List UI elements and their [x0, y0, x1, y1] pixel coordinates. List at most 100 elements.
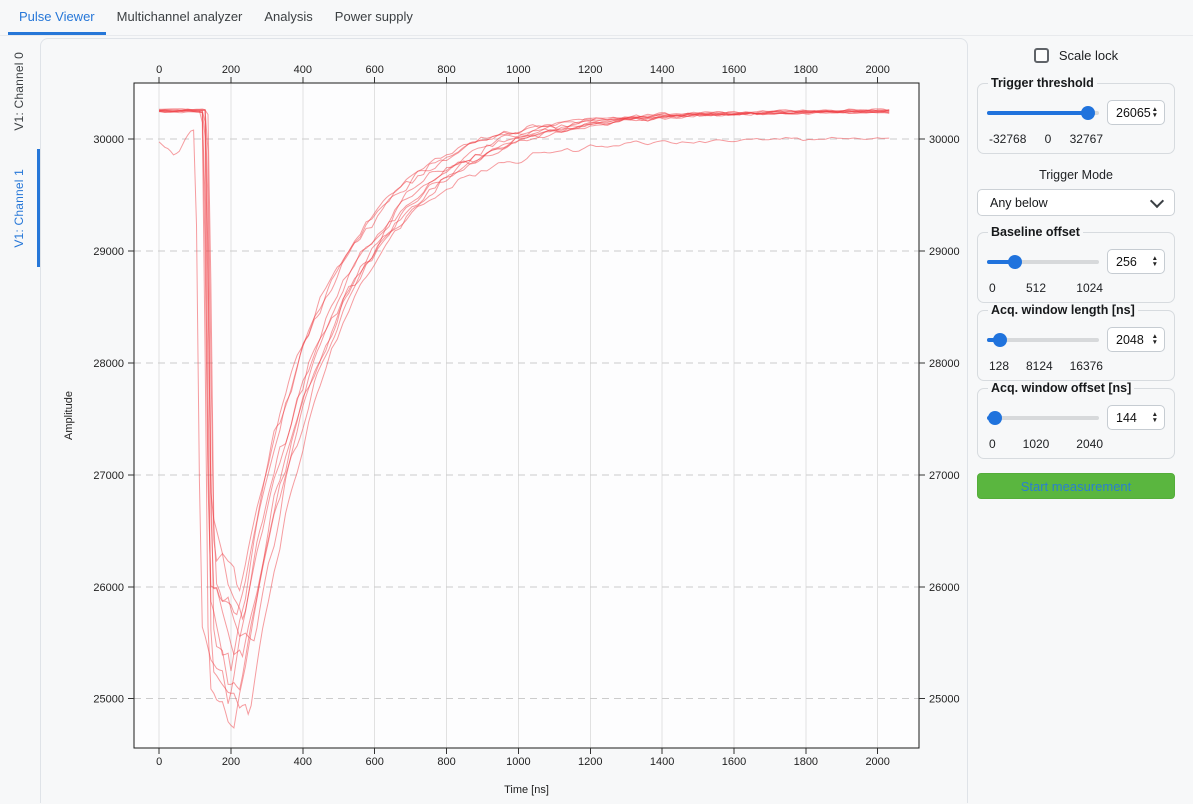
spin-down-icon[interactable]: ▼: [1151, 416, 1158, 424]
x-axis-title: Time [ns]: [504, 784, 549, 796]
baseline-offset-slider[interactable]: [987, 254, 1099, 269]
svg-text:28000: 28000: [929, 358, 960, 370]
acq-window-offset-value: 144: [1116, 410, 1137, 425]
scale-lock-label: Scale lock: [1058, 48, 1119, 63]
start-measurement-button[interactable]: Start measurement: [977, 473, 1175, 499]
acq-window-offset-spinbox[interactable]: 144 ▲ ▼: [1107, 405, 1165, 430]
trigger-threshold-value: 26065: [1116, 105, 1151, 120]
trigger-mode-select[interactable]: Any below: [977, 189, 1175, 216]
svg-text:0: 0: [156, 64, 162, 76]
spin-up-icon[interactable]: ▲: [1151, 105, 1158, 113]
svg-text:400: 400: [294, 64, 312, 76]
spin-down-icon[interactable]: ▼: [1151, 338, 1158, 346]
svg-text:28000: 28000: [93, 358, 124, 370]
channel-0-label: V1: Channel 0: [11, 52, 26, 131]
svg-text:2000: 2000: [865, 64, 889, 76]
baseline-offset-range: 0 512 1024: [989, 281, 1103, 295]
acq-window-length-range: 128 8124 16376: [989, 359, 1103, 373]
trigger-threshold-spinbox[interactable]: 26065 ▲ ▼: [1107, 100, 1165, 125]
spin-down-icon[interactable]: ▼: [1151, 260, 1158, 268]
svg-text:1000: 1000: [506, 756, 530, 768]
svg-text:400: 400: [294, 756, 312, 768]
pulse-trace: [159, 109, 890, 592]
trigger-threshold-group: Trigger threshold 26065 ▲ ▼ -32768 0 327…: [977, 76, 1175, 154]
chart-tick-labels: 0 0 200 200 400 400 600 600 800 800 1000 1000 1200 12…: [93, 64, 959, 768]
baseline-offset-value: 256: [1116, 254, 1137, 269]
acq-window-length-spinbox[interactable]: 2048 ▲ ▼: [1107, 327, 1165, 352]
svg-text:30000: 30000: [93, 134, 124, 146]
top-tab-bar: Pulse Viewer Multichannel analyzer Analy…: [0, 0, 1193, 36]
svg-text:600: 600: [366, 756, 384, 768]
chart-panel: 0 0 200 200 400 400 600 600 800 800 1000 1000 1200 12…: [40, 38, 968, 803]
slider-thumb[interactable]: [993, 332, 1008, 347]
svg-text:2000: 2000: [865, 756, 889, 768]
trigger-mode-value: Any below: [990, 195, 1048, 210]
trigger-mode-label: Trigger Mode: [1039, 168, 1113, 182]
slider-thumb[interactable]: [1080, 105, 1095, 120]
svg-text:1800: 1800: [794, 756, 818, 768]
svg-text:1800: 1800: [794, 64, 818, 76]
svg-text:30000: 30000: [929, 134, 960, 146]
svg-text:26000: 26000: [93, 582, 124, 594]
channel-tab-bar: V1: Channel 0 V1: Channel 1: [0, 44, 40, 268]
svg-text:1400: 1400: [650, 756, 674, 768]
plot-area: [134, 83, 919, 748]
trigger-threshold-slider[interactable]: [987, 105, 1099, 120]
slider-thumb[interactable]: [987, 410, 1002, 425]
svg-text:25000: 25000: [93, 694, 124, 706]
acquisition-controls: Scale lock Trigger threshold 26065 ▲ ▼ -…: [977, 44, 1175, 499]
scale-lock-checkbox[interactable]: [1033, 48, 1049, 63]
svg-text:800: 800: [437, 756, 455, 768]
acq-window-offset-slider[interactable]: [987, 410, 1099, 425]
svg-text:29000: 29000: [93, 246, 124, 258]
svg-text:0: 0: [156, 756, 162, 768]
svg-text:200: 200: [222, 64, 240, 76]
scale-lock[interactable]: Scale lock: [1033, 48, 1119, 63]
acq-window-length-value: 2048: [1116, 332, 1144, 347]
acq-window-offset-range: 0 1020 2040: [989, 437, 1103, 451]
tab-channel-1[interactable]: V1: Channel 1: [0, 148, 40, 268]
baseline-offset-title: Baseline offset: [991, 225, 1080, 239]
baseline-offset-group: Baseline offset 256 ▲ ▼ 0 512 1024: [977, 225, 1175, 303]
spin-up-icon[interactable]: ▲: [1151, 410, 1158, 418]
svg-text:25000: 25000: [929, 694, 960, 706]
svg-text:27000: 27000: [93, 470, 124, 482]
trigger-threshold-title: Trigger threshold: [991, 76, 1094, 90]
spin-down-icon[interactable]: ▼: [1151, 111, 1158, 119]
chart-ticks: [128, 77, 925, 754]
tab-analysis[interactable]: Analysis: [264, 8, 313, 24]
svg-text:29000: 29000: [929, 246, 960, 258]
acq-window-length-group: Acq. window length [ns] 2048 ▲ ▼ 128 812…: [977, 303, 1175, 381]
svg-text:200: 200: [222, 756, 240, 768]
svg-text:1600: 1600: [722, 756, 746, 768]
chart-border: [133, 82, 920, 749]
spin-up-icon[interactable]: ▲: [1151, 332, 1158, 340]
tab-channel-0[interactable]: V1: Channel 0: [0, 44, 40, 139]
acq-window-length-title: Acq. window length [ns]: [991, 303, 1135, 317]
svg-text:1600: 1600: [722, 64, 746, 76]
chart-grid: [134, 83, 919, 748]
trigger-threshold-range: -32768 0 32767: [989, 132, 1103, 146]
pulse-trace: [159, 108, 890, 659]
y-axis-title: Amplitude: [63, 391, 75, 440]
acq-window-offset-group: Acq. window offset [ns] 144 ▲ ▼ 0 1020 2…: [977, 381, 1175, 459]
svg-text:600: 600: [366, 64, 384, 76]
chart-traces: [158, 108, 890, 729]
tab-power-supply[interactable]: Power supply: [334, 8, 413, 24]
spin-up-icon[interactable]: ▲: [1151, 254, 1158, 262]
svg-text:27000: 27000: [929, 470, 960, 482]
baseline-offset-spinbox[interactable]: 256 ▲ ▼: [1107, 249, 1165, 274]
channel-1-label: V1: Channel 1: [11, 168, 26, 248]
slider-thumb[interactable]: [1008, 254, 1022, 269]
acq-window-length-slider[interactable]: [987, 332, 1099, 347]
svg-text:1400: 1400: [650, 64, 674, 76]
svg-text:1200: 1200: [578, 756, 602, 768]
pulse-trace: [158, 129, 890, 704]
svg-text:1000: 1000: [506, 64, 530, 76]
tab-multichannel-analyzer[interactable]: Multichannel analyzer: [116, 8, 243, 24]
svg-text:800: 800: [437, 64, 455, 76]
pulse-chart: 0 0 200 200 400 400 600 600 800 800 1000 1000 1200 12…: [63, 64, 960, 796]
tab-pulse-viewer[interactable]: Pulse Viewer: [8, 0, 106, 35]
chevron-down-icon: [1149, 193, 1165, 208]
svg-text:26000: 26000: [929, 582, 960, 594]
